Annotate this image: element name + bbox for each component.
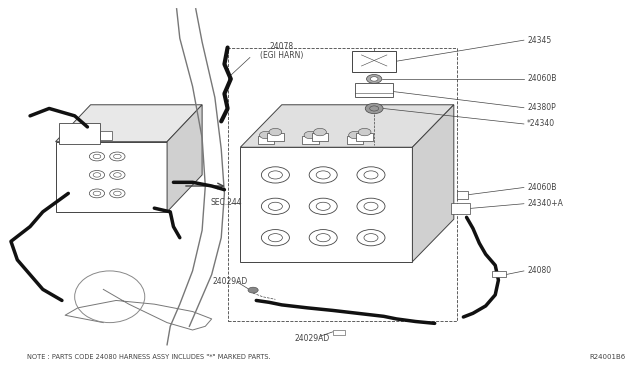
Text: SEC.244: SEC.244 bbox=[211, 198, 242, 207]
Bar bbox=[257, 136, 274, 144]
Bar bbox=[59, 123, 100, 144]
Bar bbox=[84, 131, 96, 140]
Polygon shape bbox=[56, 142, 167, 212]
Bar bbox=[267, 133, 284, 141]
Bar bbox=[100, 131, 111, 140]
Circle shape bbox=[371, 77, 378, 81]
Circle shape bbox=[248, 287, 258, 293]
Text: 24029AD: 24029AD bbox=[294, 334, 330, 343]
Bar bbox=[333, 330, 346, 335]
Polygon shape bbox=[241, 147, 412, 262]
Text: 24340+A: 24340+A bbox=[527, 199, 563, 208]
Circle shape bbox=[358, 128, 371, 136]
Circle shape bbox=[349, 131, 362, 139]
Circle shape bbox=[314, 128, 326, 136]
Bar bbox=[451, 203, 470, 214]
Circle shape bbox=[269, 128, 282, 136]
Circle shape bbox=[365, 103, 383, 113]
Text: R24001B6: R24001B6 bbox=[589, 353, 626, 360]
Circle shape bbox=[304, 131, 317, 139]
Bar bbox=[352, 51, 396, 71]
Polygon shape bbox=[167, 105, 202, 212]
Bar bbox=[457, 190, 468, 199]
Text: 24080: 24080 bbox=[527, 266, 551, 275]
Text: 24060B: 24060B bbox=[527, 74, 556, 83]
Bar bbox=[312, 133, 328, 141]
Polygon shape bbox=[241, 105, 454, 147]
Circle shape bbox=[259, 131, 272, 139]
Text: 24029AD: 24029AD bbox=[213, 278, 248, 286]
Bar bbox=[492, 271, 506, 278]
Text: *24340: *24340 bbox=[527, 119, 556, 128]
Circle shape bbox=[367, 74, 382, 83]
Bar bbox=[68, 131, 80, 140]
Text: 24345: 24345 bbox=[527, 36, 551, 45]
Bar bbox=[347, 136, 364, 144]
Bar bbox=[302, 136, 319, 144]
Bar bbox=[356, 133, 373, 141]
Text: 24078: 24078 bbox=[269, 42, 294, 51]
Text: 24060B: 24060B bbox=[527, 183, 556, 192]
Bar bbox=[355, 83, 394, 97]
Polygon shape bbox=[412, 105, 454, 262]
Text: NOTE : PARTS CODE 24080 HARNESS ASSY INCLUDES "*" MARKED PARTS.: NOTE : PARTS CODE 24080 HARNESS ASSY INC… bbox=[27, 353, 271, 360]
Text: 24380P: 24380P bbox=[527, 103, 556, 112]
Text: (EGI HARN): (EGI HARN) bbox=[260, 51, 303, 61]
Polygon shape bbox=[56, 105, 202, 142]
